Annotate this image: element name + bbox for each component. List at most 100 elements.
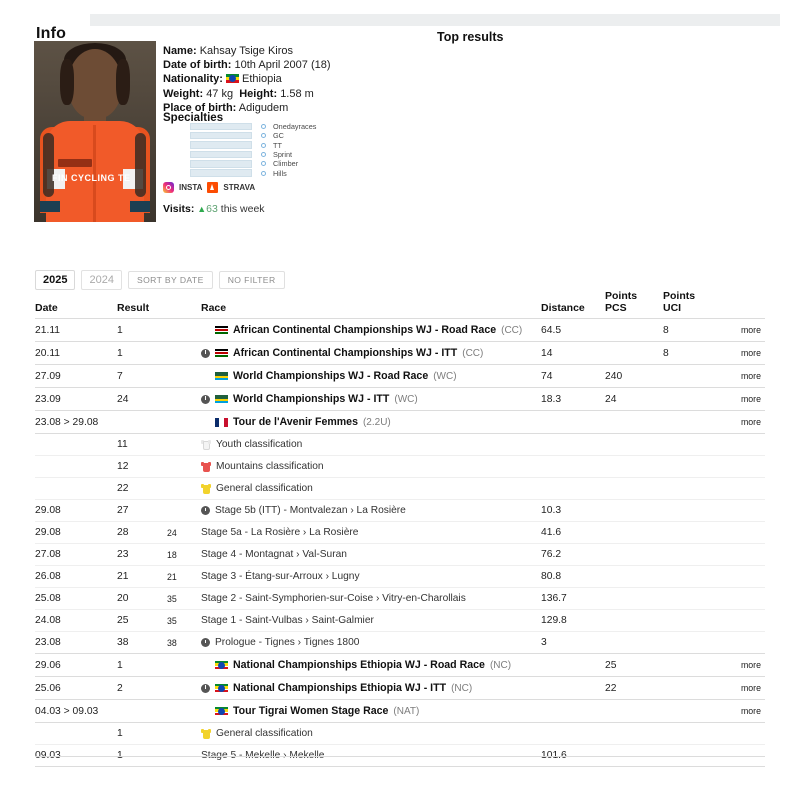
table-row[interactable]: 1 General classification [35, 722, 765, 745]
cell-race[interactable]: Stage 5b (ITT) - Montvalezan › La Rosièr… [201, 499, 541, 522]
table-row[interactable]: 27.09 7 World Championships WJ - Road Race… [35, 364, 765, 388]
cell-race[interactable]: Stage 1 - Saint-Vulbas › Saint-Galmier [201, 609, 541, 632]
race-name[interactable]: Stage 4 - Montagnat › Val-Suran [201, 549, 347, 560]
race-name[interactable]: General classification [216, 483, 313, 494]
strava-label[interactable]: STRAVA [223, 183, 256, 192]
race-name[interactable]: Stage 1 - Saint-Vulbas › Saint-Galmier [201, 615, 374, 626]
info-value-nationality[interactable]: Ethiopia [242, 73, 282, 86]
table-row[interactable]: 24.08 25 35 Stage 1 - Saint-Vulbas › Saint-… [35, 609, 765, 632]
cell-more-link[interactable] [721, 543, 765, 566]
table-row[interactable]: 23.09 24 World Championships WJ - ITT (WC)… [35, 387, 765, 411]
race-name[interactable]: World Championships WJ - Road Race [233, 370, 429, 382]
race-name[interactable]: Tour de l'Avenir Femmes [233, 416, 358, 428]
cell-more-link[interactable]: more [721, 410, 765, 434]
table-row[interactable]: 21.11 1 African Continental Championships … [35, 318, 765, 342]
column-header-points-pcs[interactable]: Points PCS [605, 290, 663, 319]
cell-more-link[interactable] [721, 433, 765, 456]
column-header-date[interactable]: Date [35, 290, 117, 319]
cell-more-link[interactable]: more [721, 653, 765, 677]
table-row[interactable]: 11 Youth classification [35, 433, 765, 456]
strava-icon[interactable] [207, 182, 219, 193]
cell-more-link[interactable] [721, 521, 765, 544]
race-name[interactable]: Tour Tigrai Women Stage Race [233, 705, 389, 717]
cell-more-link[interactable]: more [721, 341, 765, 365]
instagram-icon[interactable] [163, 182, 174, 193]
cell-points-uci [663, 609, 721, 632]
cell-race[interactable]: Stage 5a - La Rosière › La Rosière [201, 521, 541, 544]
cell-more-link[interactable]: more [721, 676, 765, 700]
race-name[interactable]: General classification [216, 728, 313, 739]
cell-race[interactable]: National Championships Ethiopia WJ - ITT… [201, 676, 541, 700]
cell-more-link[interactable] [721, 722, 765, 745]
table-row[interactable]: 23.08 38 38 Prologue - Tignes › Tignes 1800… [35, 631, 765, 654]
instagram-label[interactable]: INSTA [179, 183, 203, 192]
race-name[interactable]: Stage 3 - Étang-sur-Arroux › Lugny [201, 571, 360, 582]
cell-more-link[interactable]: more [721, 318, 765, 342]
cell-more-link[interactable] [721, 631, 765, 654]
cell-race[interactable]: Stage 3 - Étang-sur-Arroux › Lugny [201, 565, 541, 588]
cell-race[interactable]: African Continental Championships WJ - I… [201, 341, 541, 365]
cell-race[interactable]: General classification [201, 722, 541, 745]
race-name[interactable]: Mountains classification [216, 461, 324, 472]
race-name[interactable]: Prologue - Tignes › Tignes 1800 [215, 637, 360, 648]
cell-result: 12 [117, 455, 167, 478]
column-header-points-uci[interactable]: Points UCI [663, 290, 721, 319]
cell-race[interactable]: World Championships WJ - ITT (WC) [201, 387, 541, 411]
cell-more-link[interactable] [721, 587, 765, 610]
table-row[interactable]: 04.03 > 09.03 Tour Tigrai Women Stage Rac… [35, 699, 765, 723]
race-name[interactable]: African Continental Championships WJ - R… [233, 324, 497, 336]
table-row[interactable]: 29.08 27 Stage 5b (ITT) - Montvalezan › La… [35, 499, 765, 522]
race-name[interactable]: Stage 5a - La Rosière › La Rosière [201, 527, 359, 538]
table-row[interactable]: 20.11 1 African Continental Championships … [35, 341, 765, 365]
race-name[interactable]: National Championships Ethiopia WJ - ITT [233, 682, 447, 694]
year-tab-2024[interactable]: 2024 [81, 270, 122, 290]
table-row[interactable]: 22 General classification [35, 477, 765, 500]
table-row[interactable]: 25.08 20 35 Stage 2 - Saint-Symphorien-sur-… [35, 587, 765, 610]
year-tab-2025[interactable]: 2025 [35, 270, 76, 290]
cell-more-link[interactable] [721, 477, 765, 500]
cell-race[interactable]: Stage 5 - Mekelle › Mekelle [201, 744, 541, 767]
cell-more-link[interactable]: more [721, 387, 765, 411]
race-name[interactable]: World Championships WJ - ITT [233, 393, 390, 405]
cell-more-link[interactable] [721, 565, 765, 588]
no-filter-button[interactable]: NO FILTER [218, 271, 285, 289]
sort-by-date-button[interactable]: SORT BY DATE [127, 271, 213, 289]
cell-race[interactable]: Mountains classification [201, 455, 541, 478]
cell-more-link[interactable]: more [721, 699, 765, 723]
info-value-weight: 47 kg [206, 87, 234, 100]
column-header-distance[interactable]: Distance [541, 290, 605, 319]
cell-more-link[interactable]: more [721, 364, 765, 388]
cell-more-link[interactable] [721, 455, 765, 478]
race-name[interactable]: Youth classification [216, 439, 303, 450]
cell-race[interactable]: African Continental Championships WJ - R… [201, 318, 541, 342]
cell-race[interactable]: World Championships WJ - Road Race (WC) [201, 364, 541, 388]
cell-race[interactable]: Tour de l'Avenir Femmes (2.2U) [201, 410, 541, 434]
race-name[interactable]: National Championships Ethiopia WJ - Roa… [233, 659, 485, 671]
table-row[interactable]: 29.08 28 24 Stage 5a - La Rosière › La Rosi… [35, 521, 765, 544]
cell-more-link[interactable] [721, 499, 765, 522]
table-row[interactable]: 12 Mountains classification [35, 455, 765, 478]
cell-race[interactable]: Prologue - Tignes › Tignes 1800 [201, 631, 541, 654]
cell-race[interactable]: Tour Tigrai Women Stage Race (NAT) [201, 699, 541, 723]
race-name[interactable]: African Continental Championships WJ - I… [233, 347, 458, 359]
column-header-race[interactable]: Race [201, 290, 541, 319]
cell-more-link[interactable] [721, 744, 765, 767]
table-row[interactable]: 29.06 1 National Championships Ethiopia WJ… [35, 653, 765, 677]
race-name[interactable]: Stage 5b (ITT) - Montvalezan › La Rosièr… [215, 505, 406, 516]
cell-race[interactable]: National Championships Ethiopia WJ - Roa… [201, 653, 541, 677]
table-row[interactable]: 27.08 23 18 Stage 4 - Montagnat › Val-Suran… [35, 543, 765, 566]
table-row[interactable]: 25.06 2 National Championships Ethiopia WJ… [35, 676, 765, 700]
specialty-label: Hills [273, 168, 287, 178]
cell-race[interactable]: Stage 2 - Saint-Symphorien-sur-Coise › V… [201, 587, 541, 610]
table-row[interactable]: 26.08 21 21 Stage 3 - Étang-sur-Arroux › Lu… [35, 565, 765, 588]
cell-race[interactable]: General classification [201, 477, 541, 500]
cell-result: 11 [117, 433, 167, 456]
table-row[interactable]: 09.031 Stage 5 - Mekelle › Mekelle 101.6 [35, 744, 765, 767]
column-header-result[interactable]: Result [117, 290, 167, 319]
cell-race[interactable]: Youth classification [201, 433, 541, 456]
cell-race[interactable]: Stage 4 - Montagnat › Val-Suran [201, 543, 541, 566]
cell-more-link[interactable] [721, 609, 765, 632]
table-row[interactable]: 23.08 > 29.08 Tour de l'Avenir Femmes (2.… [35, 410, 765, 434]
race-name[interactable]: Stage 2 - Saint-Symphorien-sur-Coise › V… [201, 593, 466, 604]
race-name[interactable]: Stage 5 - Mekelle › Mekelle [201, 750, 324, 761]
